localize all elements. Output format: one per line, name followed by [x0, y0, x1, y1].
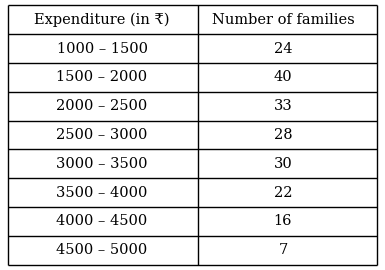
Text: Number of families: Number of families [212, 13, 354, 27]
Text: 40: 40 [274, 70, 292, 85]
Text: 28: 28 [274, 128, 292, 142]
Text: 33: 33 [274, 99, 292, 113]
Text: 2000 – 2500: 2000 – 2500 [56, 99, 148, 113]
Text: 3500 – 4000: 3500 – 4000 [56, 185, 148, 200]
Text: 3000 – 3500: 3000 – 3500 [56, 157, 148, 171]
Text: 4000 – 4500: 4000 – 4500 [56, 214, 148, 228]
Text: 16: 16 [274, 214, 292, 228]
Text: 2500 – 3000: 2500 – 3000 [56, 128, 148, 142]
Text: 4500 – 5000: 4500 – 5000 [56, 243, 148, 257]
Text: Expenditure (in ₹): Expenditure (in ₹) [34, 13, 170, 27]
Text: 7: 7 [278, 243, 288, 257]
Text: 1000 – 1500: 1000 – 1500 [57, 42, 147, 56]
Text: 30: 30 [274, 157, 292, 171]
Text: 24: 24 [274, 42, 292, 56]
Text: 22: 22 [274, 185, 292, 200]
Text: 1500 – 2000: 1500 – 2000 [57, 70, 147, 85]
